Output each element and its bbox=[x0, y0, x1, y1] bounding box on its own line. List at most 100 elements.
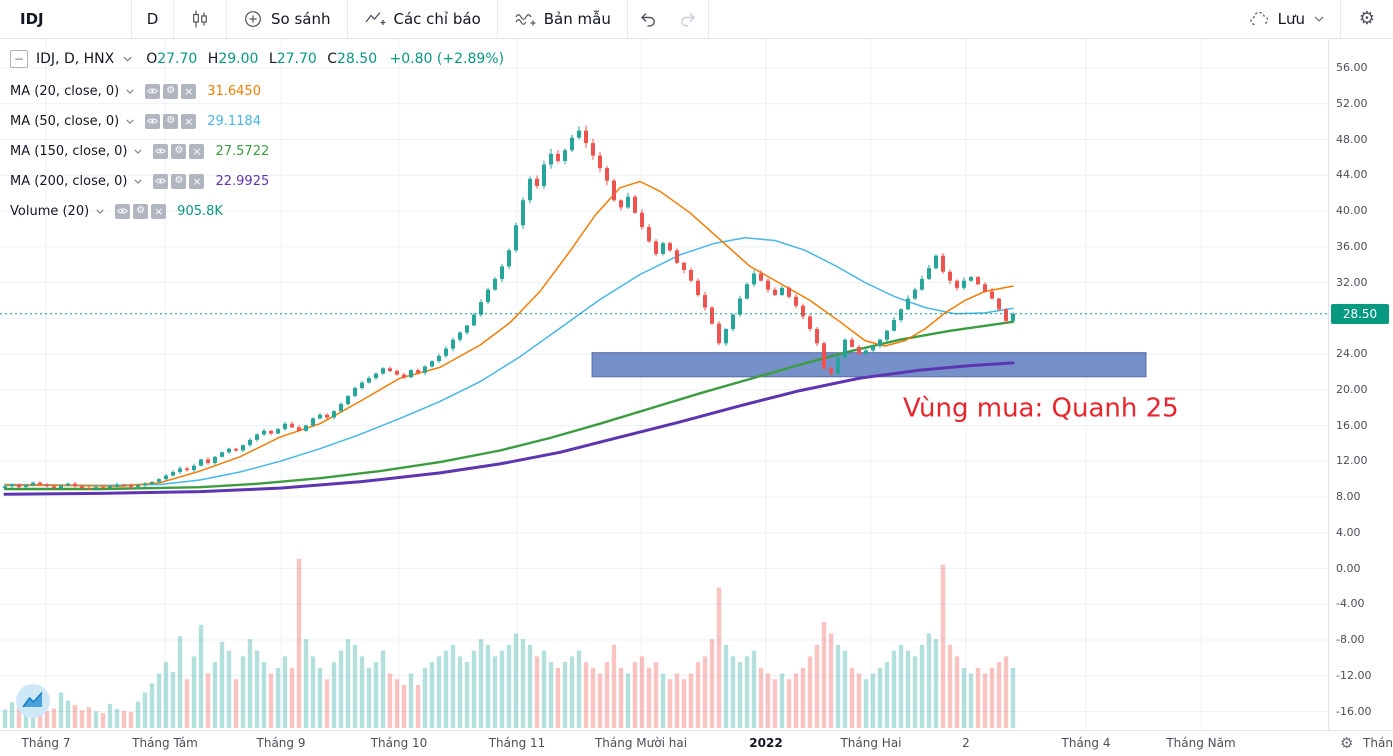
indicator-settings-icon[interactable]: ⚙ bbox=[163, 83, 179, 99]
time-tick-label: Tháng 11 bbox=[488, 736, 546, 750]
close-label: C bbox=[327, 51, 338, 67]
time-tick-label: Tháng Mười hai bbox=[594, 736, 688, 750]
time-tick-label: Tháng Tám bbox=[132, 736, 198, 750]
price-tick-label: 16.00 bbox=[1336, 418, 1368, 432]
interval-label: D bbox=[146, 10, 159, 28]
visibility-icon[interactable] bbox=[153, 143, 169, 159]
time-tick-label: Tháng 7 bbox=[21, 736, 71, 750]
redo-button[interactable] bbox=[668, 0, 708, 38]
candlestick-chart[interactable]: Vùng mua: Quanh 25 bbox=[0, 38, 1329, 731]
indicator-controls: ⚙ × bbox=[115, 203, 167, 219]
price-axis[interactable]: 56.00 52.00 48.00 44.00 40.00 36.00 32.00 24.00… bbox=[1328, 38, 1393, 731]
chevron-down-icon[interactable] bbox=[123, 56, 132, 62]
visibility-icon[interactable] bbox=[145, 83, 161, 99]
time-tick-label: Tháng 10 bbox=[370, 736, 428, 750]
indicator-settings-icon[interactable]: ⚙ bbox=[133, 203, 149, 219]
candlestick-icon bbox=[190, 9, 210, 29]
remove-indicator-icon[interactable]: × bbox=[189, 143, 205, 159]
open-label: O bbox=[146, 51, 158, 67]
indicator-value: 27.5722 bbox=[215, 143, 270, 159]
visibility-icon[interactable] bbox=[153, 173, 169, 189]
price-tick-label: -16.00 bbox=[1336, 704, 1372, 718]
close-value: 28.50 bbox=[337, 51, 378, 67]
collapse-pane-icon[interactable]: − bbox=[10, 50, 28, 68]
indicator-label[interactable]: MA (50, close, 0) bbox=[10, 113, 120, 129]
visibility-icon[interactable] bbox=[115, 203, 131, 219]
indicator-row-ma200: MA (200, close, 0) ⚙ × 22.9925 bbox=[10, 166, 504, 196]
low-label: L bbox=[268, 51, 277, 67]
price-tick-label: 52.00 bbox=[1336, 96, 1368, 110]
chevron-down-icon[interactable] bbox=[126, 89, 134, 94]
chevron-down-icon[interactable] bbox=[134, 179, 143, 184]
time-axis[interactable]: ⚙ Tháng 7 Tháng Tám Tháng 9 Tháng 10 Tháng 1… bbox=[0, 730, 1393, 756]
toolbar-divider bbox=[626, 0, 628, 38]
settings-button[interactable]: ⚙ bbox=[1341, 0, 1393, 38]
remove-indicator-icon[interactable]: × bbox=[181, 113, 197, 129]
save-label: Lưu bbox=[1277, 10, 1305, 28]
symbol-label: IDJ bbox=[20, 10, 44, 28]
indicator-settings-icon[interactable]: ⚙ bbox=[163, 113, 179, 129]
indicator-value: 31.6450 bbox=[207, 83, 261, 99]
compare-label: So sánh bbox=[271, 10, 331, 28]
platform-logo[interactable] bbox=[15, 683, 51, 719]
buy-zone-rect[interactable] bbox=[591, 352, 1147, 378]
time-tick-label: Tháng 9 bbox=[256, 736, 306, 750]
axis-settings-gear-icon[interactable]: ⚙ bbox=[1340, 734, 1354, 752]
chart-region: Vùng mua: Quanh 25 − IDJ, D, HNX O27.70 … bbox=[0, 38, 1329, 731]
indicator-controls: ⚙ × bbox=[145, 83, 197, 99]
price-tick-label: -4.00 bbox=[1336, 597, 1365, 611]
compare-icon bbox=[243, 9, 263, 29]
chevron-down-icon[interactable] bbox=[134, 149, 143, 154]
ma-line-MA20 bbox=[4, 180, 1014, 488]
ma-line-MA150 bbox=[3, 320, 1015, 491]
toolbar-divider bbox=[707, 0, 709, 38]
price-tick-label: 24.00 bbox=[1336, 347, 1368, 360]
time-tick-label: Tháng Năm bbox=[1166, 736, 1236, 750]
cloud-save-icon bbox=[1248, 9, 1270, 29]
legend-symbol-row: − IDJ, D, HNX O27.70 H29.00 L27.70 C28.5… bbox=[10, 42, 504, 76]
chevron-down-icon[interactable] bbox=[126, 119, 134, 124]
price-tick-label: 48.00 bbox=[1336, 132, 1368, 146]
symbol-button[interactable]: IDJ bbox=[0, 0, 131, 38]
remove-indicator-icon[interactable]: × bbox=[181, 83, 197, 99]
price-tick-label: 20.00 bbox=[1336, 382, 1368, 396]
indicator-value: 905.8K bbox=[177, 203, 223, 219]
price-tick-label: 8.00 bbox=[1336, 490, 1361, 503]
toolbar-divider bbox=[496, 0, 498, 38]
high-value: 29.00 bbox=[218, 51, 259, 67]
remove-indicator-icon[interactable]: × bbox=[151, 203, 167, 219]
visibility-icon[interactable] bbox=[145, 113, 161, 129]
chart-type-button[interactable] bbox=[174, 0, 226, 38]
undo-button[interactable] bbox=[628, 0, 668, 38]
indicator-label[interactable]: MA (20, close, 0) bbox=[10, 83, 120, 99]
change-value: +0.80 (+2.89%) bbox=[389, 51, 505, 67]
indicators-icon bbox=[364, 9, 386, 29]
price-tick-label: 40.00 bbox=[1336, 204, 1368, 217]
indicator-label[interactable]: MA (200, close, 0) bbox=[10, 173, 128, 189]
open-value: 27.70 bbox=[157, 51, 198, 67]
indicator-settings-icon[interactable]: ⚙ bbox=[171, 173, 187, 189]
indicator-label[interactable]: Volume (20) bbox=[10, 203, 90, 219]
remove-indicator-icon[interactable]: × bbox=[189, 173, 205, 189]
indicators-button[interactable]: Các chỉ báo bbox=[348, 0, 497, 38]
gear-icon: ⚙ bbox=[1358, 8, 1376, 29]
buy-zone-annotation[interactable]: Vùng mua: Quanh 25 bbox=[903, 394, 1179, 424]
compare-button[interactable]: So sánh bbox=[227, 0, 347, 38]
redo-icon bbox=[678, 9, 698, 29]
interval-button[interactable]: D bbox=[132, 0, 173, 38]
legend-symbol[interactable]: IDJ, D, HNX bbox=[36, 51, 115, 67]
price-tick-label: 12.00 bbox=[1336, 454, 1368, 468]
chevron-down-icon bbox=[1314, 16, 1324, 22]
toolbar-divider bbox=[346, 0, 348, 38]
indicator-label[interactable]: MA (150, close, 0) bbox=[10, 143, 128, 159]
price-tick-label: 0.00 bbox=[1336, 561, 1361, 575]
price-tick-label: -12.00 bbox=[1336, 668, 1372, 682]
save-button[interactable]: Lưu bbox=[1232, 0, 1340, 38]
indicator-settings-icon[interactable]: ⚙ bbox=[171, 143, 187, 159]
chevron-down-icon[interactable] bbox=[96, 209, 104, 214]
price-tick-label: 32.00 bbox=[1336, 275, 1368, 289]
high-label: H bbox=[207, 51, 219, 67]
time-tick-label: 2 bbox=[962, 736, 970, 750]
templates-button[interactable]: Bản mẫu bbox=[498, 0, 627, 38]
indicator-controls: ⚙ × bbox=[153, 173, 205, 189]
